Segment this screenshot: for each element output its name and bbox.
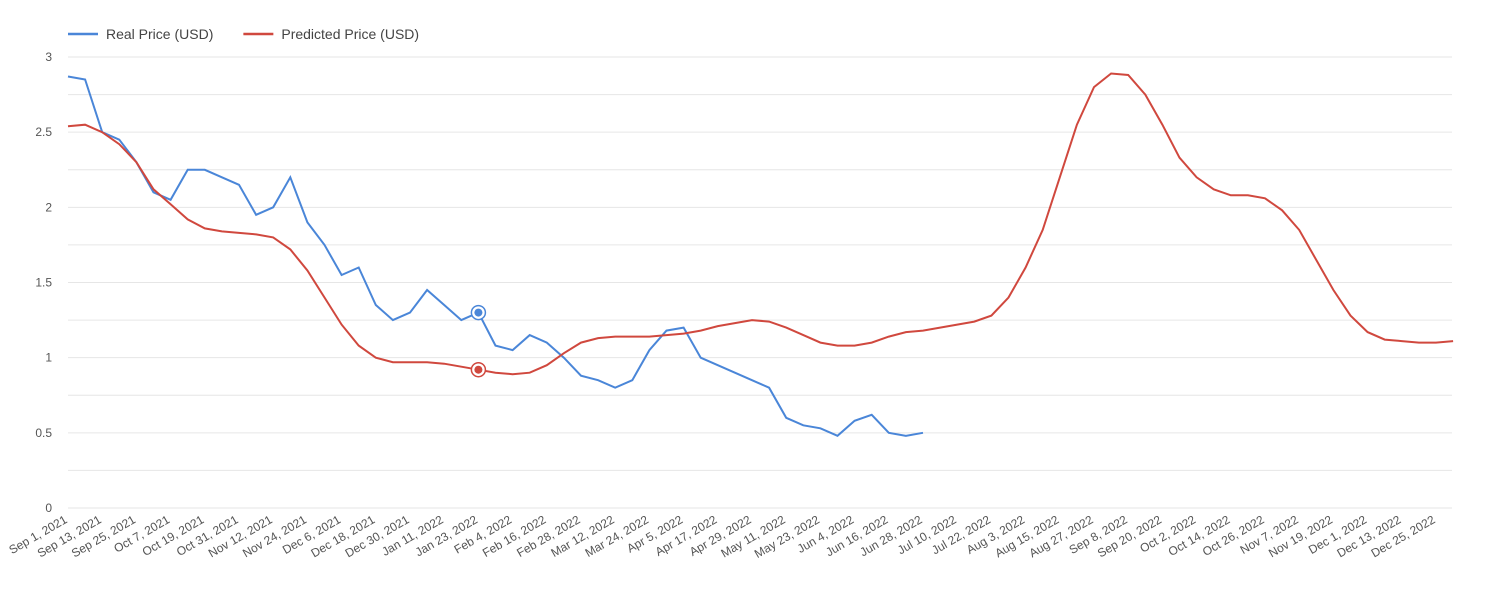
- y-tick-label: 3: [45, 50, 52, 64]
- hover-point: [474, 365, 483, 374]
- series-line: [67, 75, 924, 437]
- legend-label: Predicted Price (USD): [281, 26, 419, 42]
- y-tick-label: 1: [45, 351, 52, 365]
- y-tick-label: 2.5: [35, 125, 52, 139]
- y-tick-label: 1.5: [35, 276, 52, 290]
- hover-point: [474, 308, 483, 317]
- y-tick-label: 2: [45, 200, 52, 214]
- y-tick-label: 0: [45, 501, 52, 515]
- legend-label: Real Price (USD): [106, 26, 213, 42]
- series-line: [67, 72, 1454, 376]
- y-tick-label: 0.5: [35, 426, 52, 440]
